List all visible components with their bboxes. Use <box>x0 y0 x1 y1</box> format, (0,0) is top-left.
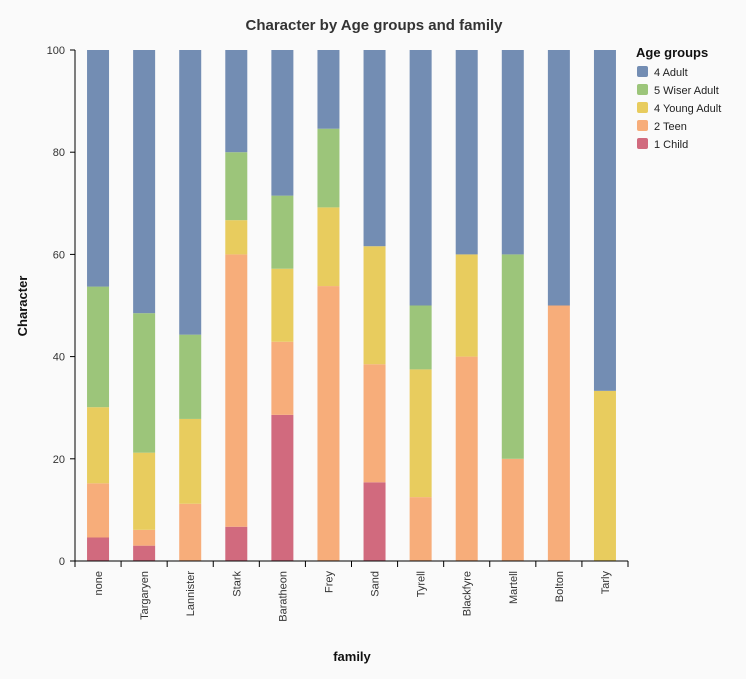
bar-stark-5-wiser-adult <box>225 152 248 221</box>
x-tick-label-stark: Stark <box>231 571 243 597</box>
bar-sand-4-adult <box>363 50 386 247</box>
bar-targaryen-1-child <box>133 545 156 561</box>
x-tick-label-tyrell: Tyrell <box>416 571 428 597</box>
y-axis-title: Character <box>15 276 30 337</box>
bar-lannister-4-adult <box>179 50 202 335</box>
bar-stark-4-young-adult <box>225 220 248 255</box>
x-tick-label-baratheon: Baratheon <box>277 571 289 622</box>
bar-stark-1-child <box>225 526 248 561</box>
y-tick-label: 80 <box>53 147 65 159</box>
bar-targaryen-2-teen <box>133 529 156 546</box>
x-tick-label-bolton: Bolton <box>554 571 566 602</box>
legend-label-5-wiser-adult: 5 Wiser Adult <box>654 85 719 97</box>
bar-targaryen-5-wiser-adult <box>133 313 156 453</box>
x-tick-label-tarly: Tarly <box>600 571 612 595</box>
y-tick-label: 100 <box>47 45 65 57</box>
legend-swatch-2-teen <box>637 120 648 131</box>
bar-stark-4-adult <box>225 50 248 153</box>
bar-bolton-2-teen <box>547 305 570 561</box>
bar-none-5-wiser-adult <box>87 286 110 408</box>
legend-title: Age groups <box>636 45 708 60</box>
legend-label-1-child: 1 Child <box>654 139 688 151</box>
legend-label-2-teen: 2 Teen <box>654 121 687 133</box>
bar-tyrell-4-young-adult <box>409 369 432 498</box>
legend-swatch-4-adult <box>637 66 648 77</box>
bar-baratheon-4-adult <box>271 50 294 196</box>
legend-swatch-4-young-adult <box>637 102 648 113</box>
x-tick-label-blackfyre: Blackfyre <box>462 571 474 616</box>
bar-martell-5-wiser-adult <box>501 254 524 459</box>
x-tick-label-none: none <box>93 571 105 595</box>
legend-swatch-5-wiser-adult <box>637 84 648 95</box>
bar-baratheon-4-young-adult <box>271 268 294 342</box>
x-axis: none Targaryen Lannister Stark Baratheon Frey… <box>74 560 629 622</box>
x-tick-label-frey: Frey <box>323 571 335 594</box>
bar-frey-4-adult <box>317 50 340 129</box>
y-tick-label: 40 <box>53 352 65 364</box>
bars-group <box>87 50 616 562</box>
bar-targaryen-4-adult <box>133 50 156 314</box>
bar-sand-2-teen <box>363 364 386 483</box>
bar-frey-2-teen <box>317 286 340 561</box>
bar-bolton-4-adult <box>547 50 570 306</box>
y-tick-label: 20 <box>53 454 65 466</box>
bar-frey-4-young-adult <box>317 207 340 287</box>
bar-frey-5-wiser-adult <box>317 128 340 208</box>
bar-sand-1-child <box>363 482 386 561</box>
legend: Age groups 4 Adult 5 Wiser Adult 4 Young A… <box>636 45 721 151</box>
bar-martell-4-adult <box>501 50 524 255</box>
bar-blackfyre-2-teen <box>455 356 478 561</box>
bar-tarly-4-adult <box>593 50 616 391</box>
legend-swatch-1-child <box>637 138 648 149</box>
chart-title: Character by Age groups and family <box>245 17 503 34</box>
bar-martell-2-teen <box>501 458 524 561</box>
x-tick-label-sand: Sand <box>370 571 382 597</box>
bar-targaryen-4-young-adult <box>133 452 156 530</box>
y-axis: 0 20 40 60 80 100 <box>47 45 76 568</box>
bar-tyrell-5-wiser-adult <box>409 305 432 370</box>
x-tick-label-targaryen: Targaryen <box>139 571 151 620</box>
x-tick-label-lannister: Lannister <box>185 571 197 617</box>
bar-lannister-2-teen <box>179 503 202 561</box>
bar-stark-2-teen <box>225 254 248 527</box>
bar-none-4-adult <box>87 50 110 287</box>
bar-lannister-4-young-adult <box>179 418 202 504</box>
legend-label-4-young-adult: 4 Young Adult <box>654 103 721 115</box>
legend-label-4-adult: 4 Adult <box>654 67 688 79</box>
bar-blackfyre-4-adult <box>455 50 478 255</box>
bar-baratheon-5-wiser-adult <box>271 195 294 269</box>
bar-baratheon-1-child <box>271 414 294 561</box>
bar-blackfyre-4-young-adult <box>455 254 478 357</box>
bar-none-1-child <box>87 537 110 561</box>
x-axis-title: family <box>333 649 371 664</box>
y-tick-label: 60 <box>53 249 65 261</box>
bar-tarly-4-young-adult <box>593 390 616 561</box>
y-tick-label: 0 <box>59 556 65 568</box>
bar-lannister-5-wiser-adult <box>179 334 202 419</box>
bar-none-2-teen <box>87 483 110 538</box>
bar-tyrell-4-adult <box>409 50 432 306</box>
bar-baratheon-2-teen <box>271 341 294 415</box>
bar-none-4-young-adult <box>87 407 110 484</box>
bar-sand-4-young-adult <box>363 246 386 365</box>
x-tick-label-martell: Martell <box>508 571 520 604</box>
bar-tyrell-2-teen <box>409 497 432 562</box>
